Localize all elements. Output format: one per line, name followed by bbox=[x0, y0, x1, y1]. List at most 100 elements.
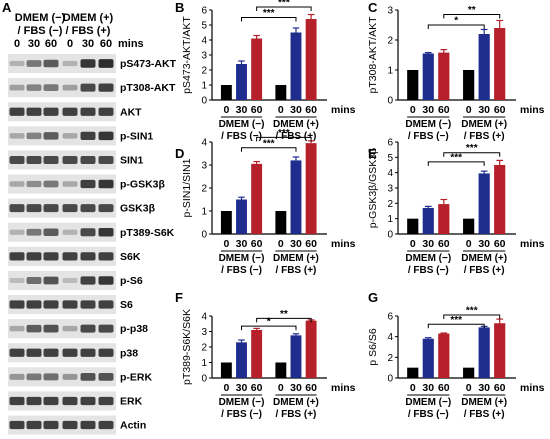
bar bbox=[478, 173, 490, 234]
x-tick-label: 60 bbox=[251, 104, 263, 116]
blot-band bbox=[9, 396, 25, 406]
blot-row: Actin bbox=[8, 415, 146, 435]
unit-label: mins bbox=[520, 238, 545, 250]
unit-label: mins bbox=[331, 382, 356, 394]
blot-row-label: AKT bbox=[120, 106, 142, 118]
bar bbox=[422, 338, 434, 378]
y-tick-label: 6 bbox=[387, 312, 393, 323]
blot-band bbox=[43, 132, 59, 140]
blot-band bbox=[26, 373, 42, 381]
blot-band bbox=[98, 396, 114, 406]
blot-band bbox=[62, 277, 78, 283]
significance-label: *** bbox=[263, 8, 275, 19]
blot-row-label: S6K bbox=[120, 251, 141, 263]
y-tick-label: 2 bbox=[387, 353, 393, 364]
blot-strip bbox=[8, 54, 116, 74]
bar bbox=[290, 335, 302, 378]
blot-band bbox=[62, 396, 78, 406]
group-label: / FBS (−) bbox=[221, 131, 262, 142]
y-tick-label: 6 bbox=[201, 6, 207, 17]
group-label: DMEM (+) bbox=[273, 119, 319, 130]
x-tick-label: 60 bbox=[305, 382, 317, 394]
bar bbox=[251, 329, 263, 378]
blot-unit-label: mins bbox=[118, 38, 144, 50]
significance-label: *** bbox=[450, 152, 462, 163]
significance-bracket bbox=[241, 147, 297, 152]
y-tick-label: 4 bbox=[201, 138, 207, 149]
blot-row-label: pT389-S6K bbox=[120, 227, 175, 239]
blot-row: p-ERK bbox=[8, 367, 152, 387]
blot-strip bbox=[8, 150, 116, 170]
blot-band bbox=[43, 348, 59, 357]
bar bbox=[275, 362, 287, 378]
blot-band bbox=[26, 228, 42, 236]
blot-band bbox=[80, 348, 96, 357]
blot-band bbox=[9, 60, 25, 67]
bar bbox=[438, 204, 450, 234]
bar bbox=[236, 199, 247, 234]
blot-row-label: p-ERK bbox=[120, 371, 152, 383]
bar bbox=[422, 207, 434, 234]
blot-band bbox=[43, 373, 59, 381]
blot-band bbox=[98, 204, 114, 213]
blot-band bbox=[62, 325, 78, 332]
blot-time-label: 30 bbox=[82, 38, 94, 50]
group-label: / FBS (+) bbox=[464, 265, 505, 276]
y-axis-label: p S6/S6 bbox=[367, 328, 379, 366]
y-tick-label: 2 bbox=[201, 184, 207, 195]
y-axis-label: pT308-AKT/AKT bbox=[367, 16, 379, 94]
blot-band bbox=[62, 373, 78, 380]
x-tick-label: 30 bbox=[236, 382, 248, 394]
panel-letter: E bbox=[368, 146, 377, 161]
x-tick-label: 0 bbox=[278, 238, 284, 250]
y-axis-label: p-GSK3β/GSK3β bbox=[367, 148, 379, 228]
blot-band bbox=[62, 60, 78, 67]
blot-panel-letter: A bbox=[2, 0, 12, 15]
blot-strip bbox=[8, 415, 116, 435]
bar bbox=[220, 362, 232, 378]
y-tick-label: 0 bbox=[201, 96, 207, 107]
blot-time-label: 60 bbox=[100, 38, 112, 50]
blot-band bbox=[26, 324, 42, 333]
blot-strip bbox=[8, 126, 116, 146]
blot-time-label: 0 bbox=[14, 38, 20, 50]
blot-row-label: S6 bbox=[120, 299, 133, 311]
blot-row: p-S6 bbox=[8, 270, 143, 290]
blot-strip bbox=[8, 270, 116, 290]
y-tick-label: 5 bbox=[201, 21, 207, 32]
bar bbox=[220, 85, 232, 100]
y-tick-label: 2 bbox=[387, 36, 393, 47]
blot-band bbox=[43, 59, 59, 68]
blot-band bbox=[80, 396, 96, 406]
x-tick-label: 60 bbox=[305, 104, 317, 116]
group-label: DMEM (+) bbox=[461, 253, 507, 264]
x-tick-label: 60 bbox=[494, 238, 506, 250]
significance-bracket bbox=[256, 136, 312, 142]
y-axis-label: pS473-AKT/AKT bbox=[181, 16, 193, 94]
x-tick-label: 30 bbox=[290, 238, 302, 250]
blot-row-label: pT308-AKT bbox=[120, 82, 176, 94]
group-label: DMEM (−) bbox=[219, 253, 265, 264]
blot-row-label: p38 bbox=[120, 347, 138, 359]
group-label: / FBS (+) bbox=[276, 409, 317, 420]
significance-bracket bbox=[427, 24, 485, 29]
panel-letter: G bbox=[368, 290, 378, 305]
bar bbox=[305, 143, 317, 234]
x-tick-label: 30 bbox=[290, 104, 302, 116]
blot-panel: A DMEM (−) / FBS (−) DMEM (+) / FBS (+) … bbox=[2, 0, 177, 435]
x-tick-label: 60 bbox=[438, 104, 450, 116]
blot-band bbox=[62, 84, 78, 91]
blot-band bbox=[80, 228, 96, 237]
bar bbox=[407, 218, 419, 234]
y-tick-label: 6 bbox=[387, 138, 393, 149]
group-label: DMEM (−) bbox=[405, 253, 451, 264]
bar bbox=[251, 163, 263, 234]
blot-band bbox=[9, 300, 25, 309]
x-tick-label: 30 bbox=[236, 238, 248, 250]
blot-band bbox=[80, 83, 96, 92]
blot-band bbox=[98, 228, 114, 237]
blot-row: SIN1 bbox=[8, 150, 144, 170]
group-label: DMEM (−) bbox=[405, 397, 451, 408]
y-tick-label: 3 bbox=[387, 6, 393, 17]
